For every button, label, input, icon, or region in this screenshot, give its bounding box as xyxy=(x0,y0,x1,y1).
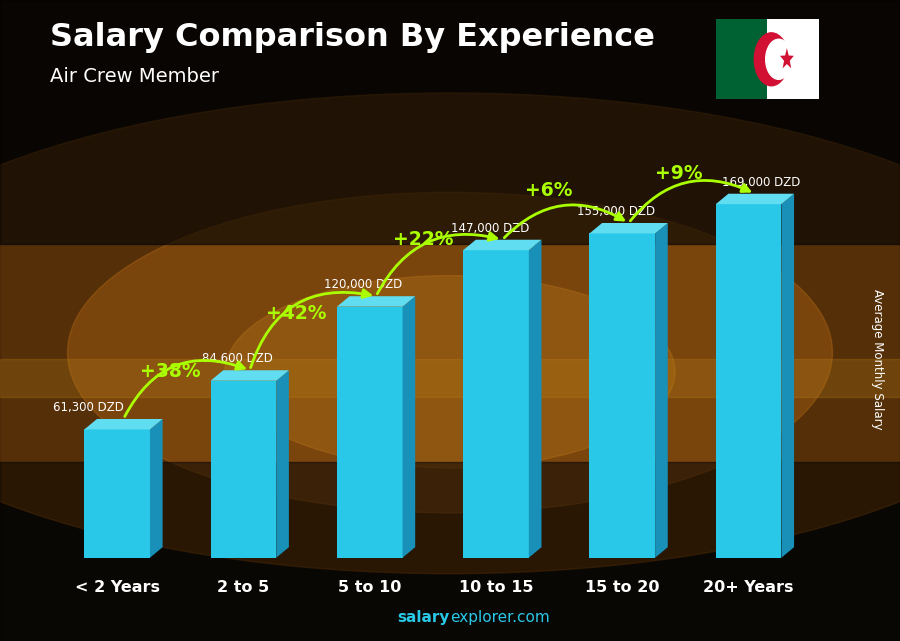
Polygon shape xyxy=(780,48,794,69)
Text: 10 to 15: 10 to 15 xyxy=(459,579,534,595)
Polygon shape xyxy=(85,429,150,558)
Text: +22%: +22% xyxy=(392,229,453,249)
Bar xyxy=(0,0,900,244)
Polygon shape xyxy=(85,419,163,429)
Polygon shape xyxy=(337,306,402,558)
Ellipse shape xyxy=(225,276,675,468)
Polygon shape xyxy=(337,296,415,306)
Polygon shape xyxy=(590,233,655,558)
Circle shape xyxy=(766,39,792,79)
Text: +42%: +42% xyxy=(266,304,327,322)
Text: salary: salary xyxy=(398,610,450,625)
Polygon shape xyxy=(781,194,794,558)
Circle shape xyxy=(754,33,788,86)
Text: +6%: +6% xyxy=(526,181,572,200)
Text: 15 to 20: 15 to 20 xyxy=(585,579,660,595)
Text: 84,600 DZD: 84,600 DZD xyxy=(202,353,273,365)
Text: 147,000 DZD: 147,000 DZD xyxy=(451,222,529,235)
Bar xyxy=(0,359,900,397)
Polygon shape xyxy=(211,381,276,558)
Text: Average Monthly Salary: Average Monthly Salary xyxy=(871,288,884,429)
Text: +9%: +9% xyxy=(655,164,703,183)
Polygon shape xyxy=(655,223,668,558)
Bar xyxy=(767,19,819,99)
Bar xyxy=(0,462,900,641)
Text: 155,000 DZD: 155,000 DZD xyxy=(577,205,655,218)
Ellipse shape xyxy=(0,93,900,574)
Polygon shape xyxy=(211,370,289,381)
Polygon shape xyxy=(529,240,542,558)
Polygon shape xyxy=(464,250,529,558)
Text: 2 to 5: 2 to 5 xyxy=(217,579,270,595)
Text: 169,000 DZD: 169,000 DZD xyxy=(722,176,800,189)
Text: 20+ Years: 20+ Years xyxy=(703,579,794,595)
Text: explorer.com: explorer.com xyxy=(450,610,550,625)
Polygon shape xyxy=(276,370,289,558)
Polygon shape xyxy=(402,296,415,558)
Text: 5 to 10: 5 to 10 xyxy=(338,579,401,595)
Text: 120,000 DZD: 120,000 DZD xyxy=(324,278,402,292)
Text: Air Crew Member: Air Crew Member xyxy=(50,67,219,87)
Text: +38%: +38% xyxy=(140,362,201,381)
Polygon shape xyxy=(464,240,542,250)
Ellipse shape xyxy=(68,192,833,513)
Bar xyxy=(716,19,767,99)
Text: Salary Comparison By Experience: Salary Comparison By Experience xyxy=(50,22,654,53)
Polygon shape xyxy=(716,204,781,558)
Polygon shape xyxy=(590,223,668,233)
Text: 61,300 DZD: 61,300 DZD xyxy=(53,401,123,414)
Polygon shape xyxy=(716,194,794,204)
Polygon shape xyxy=(150,419,163,558)
Text: < 2 Years: < 2 Years xyxy=(75,579,159,595)
